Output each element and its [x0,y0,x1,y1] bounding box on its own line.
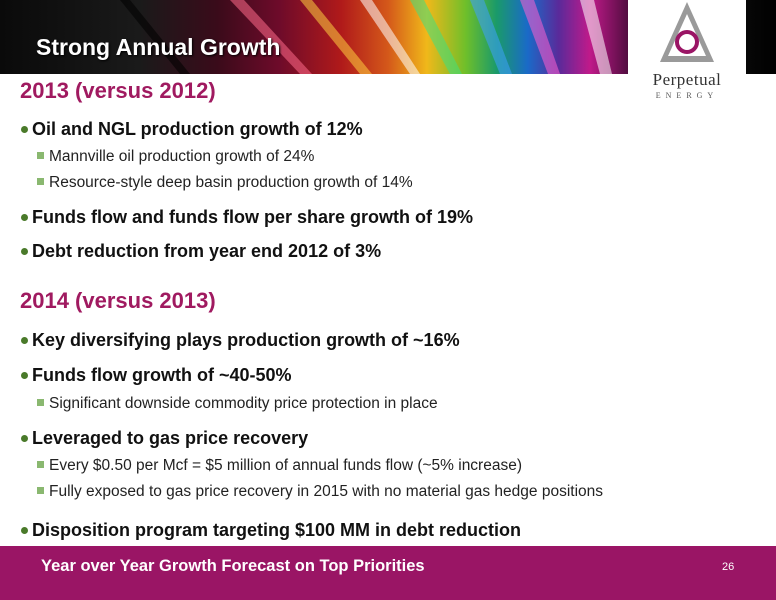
sub-bullet-square-icon [37,152,44,160]
logo-triangle-icon [660,2,714,62]
bullet-dot-icon [21,371,28,379]
bullet-debt-reduction: Debt reduction from year end 2012 of 3% [21,241,381,262]
sub-bullet-square-icon [37,487,44,495]
bullet-funds-flow-growth: Funds flow growth of ~40-50% [21,365,292,386]
bullet-funds-flow: Funds flow and funds flow per share grow… [21,207,473,228]
sub-bullet-downside-protection: Significant downside commodity price pro… [37,395,438,413]
bullet-dot-icon [21,125,28,133]
logo-name: Perpetual [652,70,722,89]
footer-text: Year over Year Growth Forecast on Top Pr… [41,557,425,575]
slide-title: Strong Annual Growth [36,34,281,60]
page-number: 26 [722,561,735,573]
section-heading-2014: 2014 (versus 2013) [20,288,216,313]
bullet-dot-icon [21,247,28,255]
bullet-key-plays: Key diversifying plays production growth… [21,330,460,351]
bullet-disposition-program: Disposition program targeting $100 MM in… [21,520,521,541]
logo-subtitle: ENERGY [655,91,719,100]
sub-bullet-mcf-sensitivity: Every $0.50 per Mcf = $5 million of annu… [37,457,522,475]
sub-bullet-square-icon [37,178,44,186]
sub-bullet-square-icon [37,399,44,407]
sub-bullet-deep-basin: Resource-style deep basin production gro… [37,174,413,192]
sub-bullet-hedge-exposure: Fully exposed to gas price recovery in 2… [37,483,603,501]
section-heading-2013: 2013 (versus 2012) [20,78,216,103]
sub-bullet-square-icon [37,461,44,469]
bullet-gas-recovery: Leveraged to gas price recovery [21,428,308,449]
bullet-dot-icon [21,336,28,344]
bullet-dot-icon [21,434,28,442]
bullet-dot-icon [21,213,28,221]
bullet-oil-ngl: Oil and NGL production growth of 12% [21,119,363,140]
sub-bullet-mannville: Mannville oil production growth of 24% [37,148,314,166]
company-logo: Perpetual ENERGY [628,0,746,104]
footer-bar: Year over Year Growth Forecast on Top Pr… [0,546,776,600]
bullet-dot-icon [21,526,28,534]
